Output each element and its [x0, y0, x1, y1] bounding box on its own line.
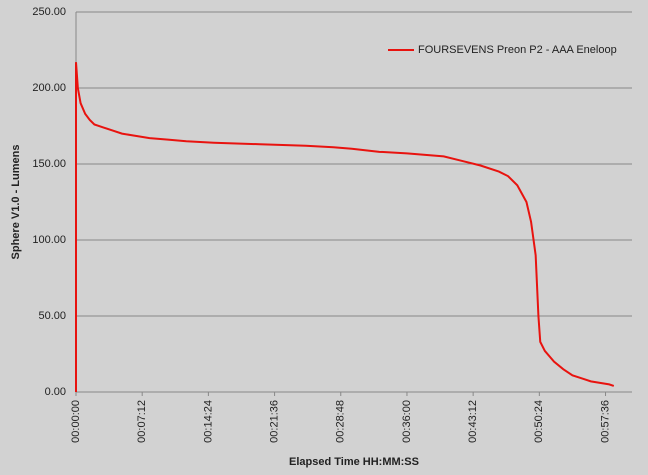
y-tick-label: 50.00	[38, 310, 66, 322]
y-tick-label: 200.00	[32, 82, 66, 94]
x-axis-title: Elapsed Time HH:MM:SS	[289, 456, 419, 468]
y-tick-label: 150.00	[32, 158, 66, 170]
x-tick-label: 00:21:36	[268, 400, 280, 443]
x-tick-label: 00:14:24	[202, 400, 214, 443]
x-tick-label: 00:36:00	[401, 400, 413, 443]
x-tick-label: 00:50:24	[533, 400, 545, 443]
x-tick-label: 00:57:36	[599, 400, 611, 443]
line	[75, 62, 615, 392]
x-tick-label: 00:43:12	[467, 400, 479, 443]
x-tick-label: 00:00:00	[70, 400, 82, 443]
x-tick-label: 00:28:48	[335, 400, 347, 443]
y-axis-title: Sphere V1.0 - Lumens	[10, 145, 22, 260]
legend-label: FOURSEVENS Preon P2 - AAA Eneloop	[418, 44, 617, 56]
x-tick-label: 00:07:12	[136, 400, 148, 443]
y-tick-label: 250.00	[32, 6, 66, 18]
y-tick-label: 0.00	[45, 386, 66, 398]
y-tick-label: 100.00	[32, 234, 66, 246]
